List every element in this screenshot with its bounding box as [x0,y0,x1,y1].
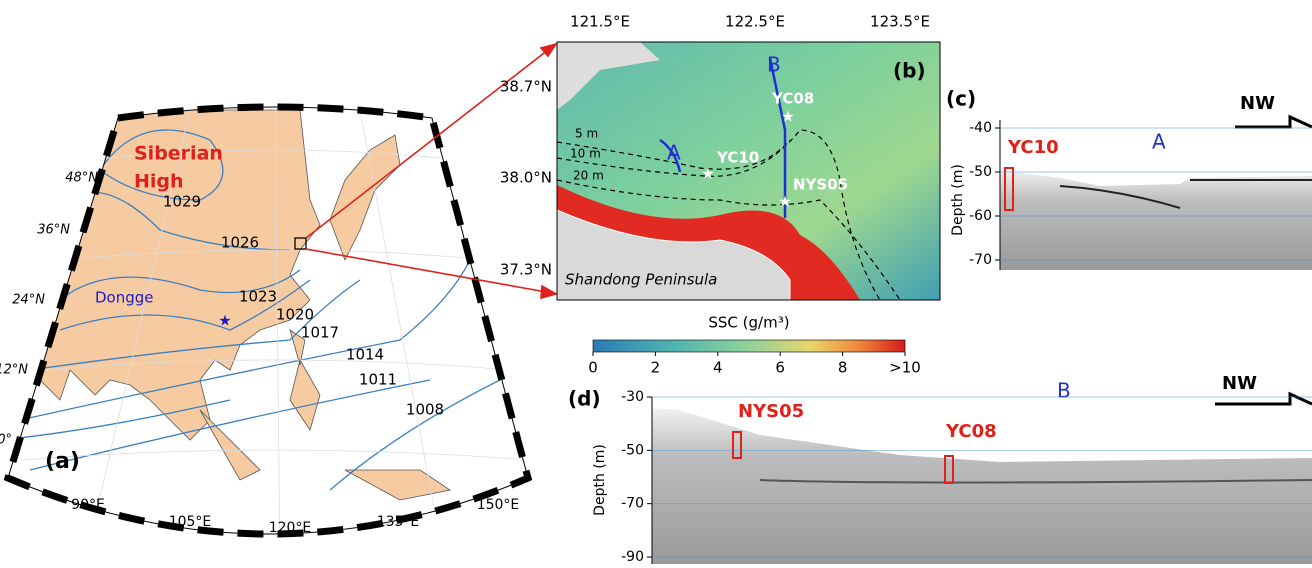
colorbar [593,340,905,352]
colorbar-tick-label: 4 [713,359,723,377]
svg-text:★: ★ [701,165,714,183]
isobar-label: 1017 [301,324,339,342]
lon-label: 122.5°E [725,13,785,31]
place-label: Shandong Peninsula [565,271,717,289]
site-star: ★ [218,312,231,330]
transect-label: B [767,53,781,77]
svg-text:★: ★ [778,193,791,211]
lat-label: 12°N [0,363,28,378]
seismic-profile [1000,170,1312,270]
lon-label: 121.5°E [570,13,630,31]
lon-label: 90°E [71,497,105,513]
y-tick-label: -90 [621,549,644,564]
site-label: YC08 [945,421,997,442]
colorbar-tick-label: 6 [775,359,785,377]
y-axis-label: Depth (m) [950,164,966,236]
transect-label: A [667,141,681,165]
y-tick-label: -40 [969,120,992,136]
isobar-label: 1026 [221,234,259,252]
figure: ★ Dongge Siberian High (a) 1029102610231… [0,0,1312,564]
panel-label: (a) [45,449,80,474]
colorbar-label: SSC (g/m³) [708,314,789,332]
isobar-label: 1029 [163,193,201,211]
isobath-label: 5 m [575,127,598,141]
lon-label: 150°E [477,497,520,513]
lat-label: 38.0°N [500,169,552,187]
panel-d: NYS05 YC08 B NW (d) Depth (m) -30 -50 -70 -… [568,373,1312,564]
site-label: YC10 [716,149,759,167]
lon-label: 123.5°E [870,13,930,31]
lat-label: 48°N [65,171,98,186]
panel-b: ★ ★ ★ A B YC08 YC10 NYS05 5 m 10 m 20 m Sh… [500,13,940,377]
direction-label: NW [1240,93,1275,114]
isobar-label: 1023 [239,288,277,306]
high-label: Siberian [134,143,223,165]
site-label: NYS05 [738,401,804,422]
colorbar-tick-label: 0 [588,359,598,377]
lat-label: 36°N [37,223,70,238]
high-label: High [134,171,184,193]
transect-label: B [1057,379,1071,403]
y-axis-label: Depth (m) [592,444,608,516]
lon-label: 105°E [169,514,212,530]
svg-text:★: ★ [781,108,794,126]
transect-label: A [1152,130,1166,154]
panel-c: YC10 A NW (c) Depth (m) -40 -50 -60 -70 [946,87,1312,271]
y-tick-label: -50 [969,164,992,180]
panel-label: (d) [568,387,601,411]
isobar-label: 1008 [406,401,444,419]
isobath-label: 20 m [573,169,604,183]
site-label: YC08 [771,90,814,108]
site-label: NYS05 [793,176,848,194]
direction-arrow [1235,117,1312,127]
colorbar-tick-label: 2 [651,359,661,377]
colorbar-tick-label: >10 [889,359,921,377]
y-tick-label: -60 [969,208,992,224]
isobar-label: 1011 [359,371,397,389]
isobath-label: 10 m [570,147,601,161]
colorbar-tick-label: 8 [838,359,848,377]
lon-label: 135°E [377,514,420,530]
lat-label: 24°N [12,293,45,308]
lat-label: 38.7°N [500,78,552,96]
site-label: Dongge [95,289,154,307]
y-tick-label: -30 [621,389,644,405]
panel-label: (b) [893,59,926,83]
direction-label: NW [1222,373,1257,394]
y-tick-label: -50 [621,442,644,458]
site-label: YC10 [1007,137,1059,158]
panel-label: (c) [946,87,976,111]
lat-label: 37.3°N [500,261,552,279]
y-tick-label: -70 [621,496,644,512]
lon-label: 120°E [269,520,312,536]
panel-a: ★ Dongge Siberian High (a) 1029102610231… [0,105,530,560]
isobar-label: 1020 [276,306,314,324]
isobar-label: 1014 [346,346,384,364]
lat-label: 0° [0,433,12,448]
y-tick-label: -70 [969,252,992,268]
